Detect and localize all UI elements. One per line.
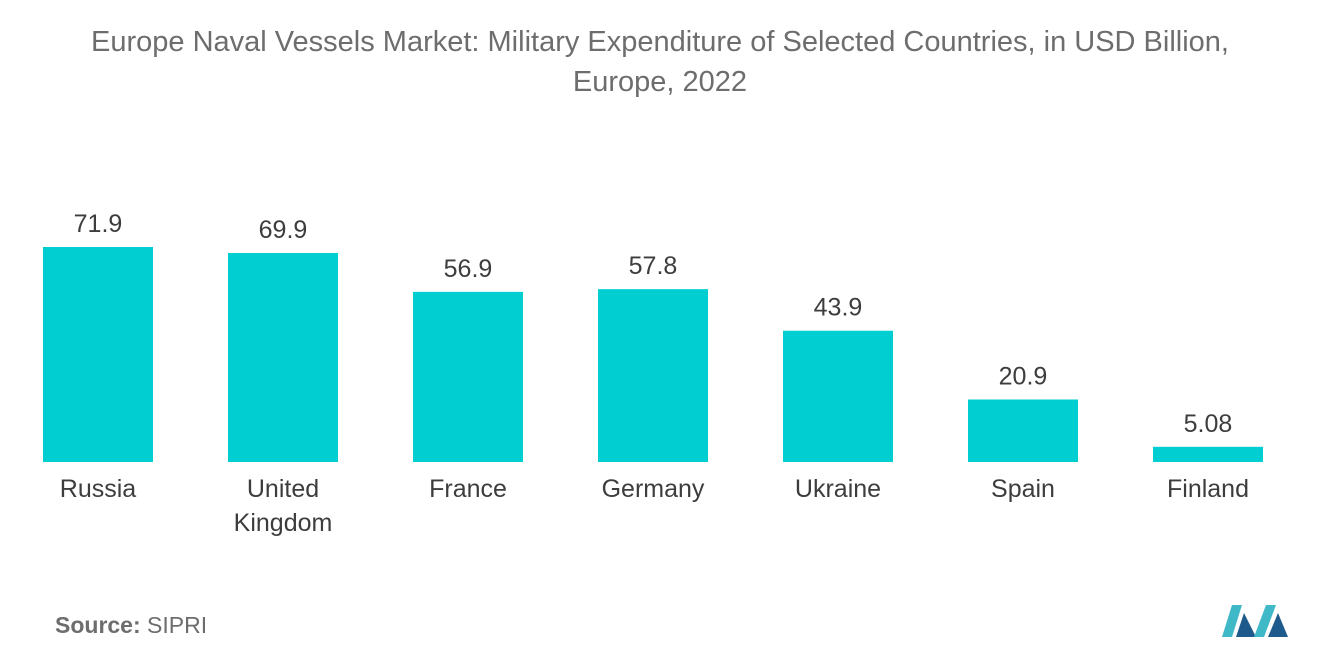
bar-germany [598, 289, 708, 462]
category-label: Kingdom [234, 509, 333, 537]
data-label: 20.9 [999, 363, 1048, 391]
category-label: Finland [1167, 475, 1249, 503]
category-label: Spain [991, 475, 1055, 503]
bar-russia [43, 247, 153, 462]
category-label: Russia [60, 475, 137, 503]
category-label: France [429, 475, 507, 503]
bar-chart: 71.9 Russia 69.9 United Kingdom 56.9 France 57.… [43, 210, 1263, 537]
bar-spain [968, 399, 1078, 462]
source-value: SIPRI [147, 612, 208, 638]
bar-finland [1153, 446, 1263, 462]
data-label: 71.9 [74, 210, 123, 238]
chart-title: Europe Naval Vessels Market: Military Ex… [0, 22, 1320, 102]
category-label: Ukraine [795, 475, 881, 503]
data-label: 57.8 [629, 252, 678, 280]
data-label: 43.9 [814, 294, 863, 322]
brand-logo-icon [1222, 605, 1288, 637]
data-label: 5.08 [1184, 410, 1233, 438]
category-label: United [247, 475, 319, 503]
chart-title-line-1: Europe Naval Vessels Market: Military Ex… [91, 26, 1229, 58]
chart-title-line-2: Europe, 2022 [572, 66, 748, 98]
source-note: Source: SIPRI [55, 612, 207, 639]
data-label: 56.9 [444, 255, 493, 283]
category-label: Germany [602, 475, 705, 503]
bar-united-kingdom [228, 252, 338, 462]
bar-ukraine [783, 330, 893, 462]
data-label: 69.9 [259, 216, 308, 244]
source-label: Source: [55, 612, 141, 638]
bar-france [413, 291, 523, 462]
